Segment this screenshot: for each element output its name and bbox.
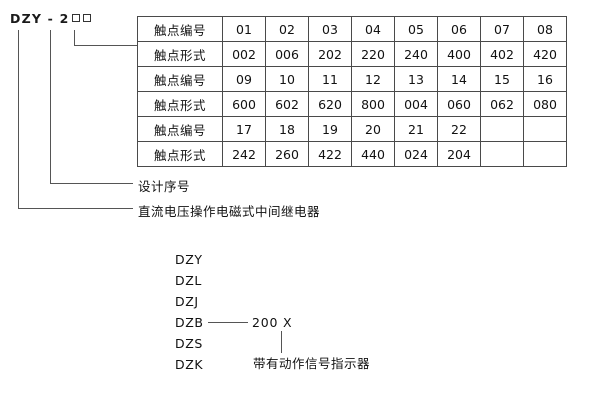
leader-line-design-serial-vertical xyxy=(50,30,51,183)
table-cell: 220 xyxy=(351,41,395,67)
table-cell: 17 xyxy=(222,116,266,142)
row-label: 触点编号 xyxy=(137,116,223,142)
table-cell: 242 xyxy=(222,141,266,167)
table-cell: 420 xyxy=(523,41,567,67)
table-cell: 024 xyxy=(394,141,438,167)
table-cell: 02 xyxy=(265,16,309,42)
table-cell: 19 xyxy=(308,116,352,142)
table-cell: 062 xyxy=(480,91,524,117)
leader-line-indicator-vertical xyxy=(281,331,282,353)
series-label-dzj: DZJ xyxy=(175,294,199,309)
table-cell: 11 xyxy=(308,66,352,92)
table-cell: 08 xyxy=(523,16,567,42)
table-cell-empty xyxy=(523,141,567,167)
table-cell: 14 xyxy=(437,66,481,92)
row-label: 触点形式 xyxy=(137,41,223,67)
row-label: 触点形式 xyxy=(137,91,223,117)
table-cell: 440 xyxy=(351,141,395,167)
series-label-dzy: DZY xyxy=(175,252,203,267)
leader-line-box2-vertical xyxy=(74,30,75,46)
leader-line-design-serial-horizontal xyxy=(50,183,133,184)
table-row: 触点形式 002 006 202 220 240 400 402 420 xyxy=(137,41,567,67)
table-cell: 04 xyxy=(351,16,395,42)
table-row: 触点形式 242 260 422 440 024 204 xyxy=(137,141,567,167)
table-cell: 20 xyxy=(351,116,395,142)
model-placeholder-box-1 xyxy=(72,14,81,22)
table-cell: 400 xyxy=(437,41,481,67)
table-cell: 01 xyxy=(222,16,266,42)
table-cell: 202 xyxy=(308,41,352,67)
contact-specification-table: 触点编号 01 02 03 04 05 06 07 08 触点形式 002 00… xyxy=(137,16,567,167)
table-cell: 260 xyxy=(265,141,309,167)
table-cell: 09 xyxy=(222,66,266,92)
table-cell: 600 xyxy=(222,91,266,117)
table-cell: 620 xyxy=(308,91,352,117)
leader-line-relay-description-horizontal xyxy=(18,208,133,209)
table-cell: 080 xyxy=(523,91,567,117)
table-row: 触点形式 600 602 620 800 004 060 062 080 xyxy=(137,91,567,117)
annotation-relay-description: 直流电压操作电磁式中间继电器 xyxy=(138,204,321,219)
series-label-dzb: DZB xyxy=(175,315,204,330)
table-cell: 204 xyxy=(437,141,481,167)
table-cell: 22 xyxy=(437,116,481,142)
table-cell-empty xyxy=(480,116,524,142)
table-cell: 240 xyxy=(394,41,438,67)
table-cell: 10 xyxy=(265,66,309,92)
table-cell: 402 xyxy=(480,41,524,67)
leader-line-series-suffix xyxy=(208,322,248,323)
table-cell: 004 xyxy=(394,91,438,117)
table-cell: 13 xyxy=(394,66,438,92)
model-prefix-label: DZY - 2 xyxy=(10,11,70,26)
table-cell: 06 xyxy=(437,16,481,42)
model-designation: DZY - 2 xyxy=(10,11,92,26)
table-cell: 12 xyxy=(351,66,395,92)
table-cell: 07 xyxy=(480,16,524,42)
row-label: 触点编号 xyxy=(137,66,223,92)
indicator-caption-label: 带有动作信号指示器 xyxy=(253,356,371,371)
table-row: 触点编号 17 18 19 20 21 22 xyxy=(137,116,567,142)
table-cell: 060 xyxy=(437,91,481,117)
leader-line-relay-description-vertical xyxy=(18,30,19,208)
table-cell-empty xyxy=(523,116,567,142)
table-row: 触点编号 01 02 03 04 05 06 07 08 xyxy=(137,16,567,42)
table-cell-empty xyxy=(480,141,524,167)
row-label: 触点形式 xyxy=(137,141,223,167)
table-cell: 602 xyxy=(265,91,309,117)
table-cell: 18 xyxy=(265,116,309,142)
table-cell: 21 xyxy=(394,116,438,142)
series-label-dzl: DZL xyxy=(175,273,202,288)
annotation-design-serial: 设计序号 xyxy=(138,179,191,194)
table-cell: 800 xyxy=(351,91,395,117)
table-cell: 422 xyxy=(308,141,352,167)
leader-line-box2-horizontal xyxy=(74,45,137,46)
row-label: 触点编号 xyxy=(137,16,223,42)
table-cell: 002 xyxy=(222,41,266,67)
table-row: 触点编号 09 10 11 12 13 14 15 16 xyxy=(137,66,567,92)
table-cell: 05 xyxy=(394,16,438,42)
table-cell: 15 xyxy=(480,66,524,92)
model-placeholder-box-2 xyxy=(83,14,92,22)
table-cell: 16 xyxy=(523,66,567,92)
series-label-dzs: DZS xyxy=(175,336,203,351)
series-label-dzk: DZK xyxy=(175,357,204,372)
table-cell: 03 xyxy=(308,16,352,42)
series-suffix-label: 200 X xyxy=(252,315,293,330)
table-cell: 006 xyxy=(265,41,309,67)
